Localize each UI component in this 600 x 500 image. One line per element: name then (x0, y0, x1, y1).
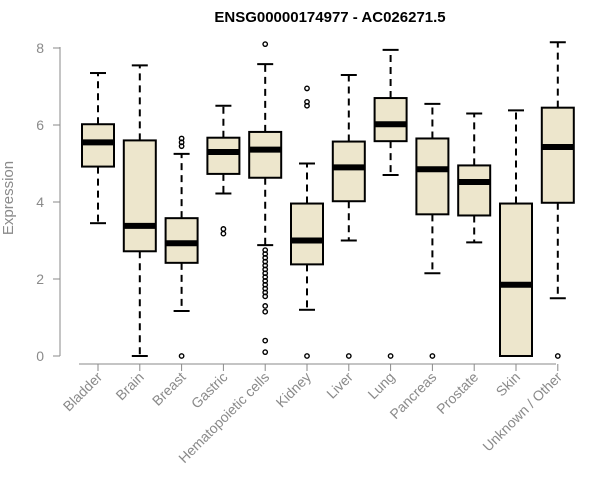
box-gastric (206, 104, 241, 237)
outlier-point (304, 99, 310, 105)
outlier-point (262, 308, 269, 315)
box-series (81, 41, 575, 359)
outlier-point (429, 353, 436, 359)
x-tick-label: Prostate (433, 369, 481, 417)
iqr-box (457, 164, 492, 217)
x-tick-label: Unknown / Other (479, 369, 565, 455)
x-tick-label: Breast (149, 369, 189, 409)
x-tick-label: Liver (323, 369, 356, 402)
outlier-point (178, 135, 185, 142)
x-tick-label: Bladder (60, 369, 106, 415)
outlier-point (262, 247, 269, 254)
iqr-box (122, 139, 157, 253)
x-tick-label: Lung (364, 369, 397, 402)
y-tick-label: 4 (36, 194, 44, 210)
outlier-point (554, 353, 561, 359)
outlier-point (220, 226, 227, 232)
iqr-box (290, 202, 324, 266)
y-axis-label: Expression (0, 161, 17, 235)
box-skin (499, 109, 533, 357)
box-brain (122, 64, 157, 357)
iqr-box (415, 137, 450, 216)
x-tick-label: Skin (493, 369, 524, 400)
outlier-point (262, 337, 269, 344)
iqr-box (499, 202, 533, 357)
iqr-box (373, 97, 408, 143)
outlier-point (262, 349, 269, 356)
box-hematopoietic-cells (248, 41, 283, 356)
iqr-box (331, 140, 366, 203)
outlier-point (345, 353, 352, 359)
y-tick-label: 2 (36, 271, 44, 287)
outlier-point (304, 353, 310, 359)
y-tick-label: 8 (36, 40, 44, 56)
box-liver (331, 73, 366, 359)
iqr-box (81, 123, 115, 168)
x-tick-label: Brain (112, 369, 146, 403)
box-unknown-other (540, 41, 575, 359)
x-tick-label: Kidney (273, 369, 315, 411)
box-pancreas (415, 102, 450, 359)
y-axis-ticks: 0 2 4 6 8 (36, 40, 60, 364)
outlier-point (178, 353, 185, 359)
iqr-box (540, 106, 575, 204)
box-bladder (81, 72, 115, 225)
outlier-point (304, 85, 310, 92)
box-lung (373, 48, 408, 359)
outlier-point (262, 303, 269, 309)
box-prostate (457, 112, 492, 244)
chart-title: ENSG00000174977 - AC026271.5 (214, 9, 445, 26)
iqr-box (206, 136, 241, 175)
box-kidney (290, 85, 324, 359)
outlier-point (387, 353, 394, 359)
iqr-box (248, 130, 283, 179)
y-tick-label: 6 (36, 117, 44, 133)
y-tick-label: 0 (36, 348, 44, 364)
outlier-point (262, 41, 269, 48)
box-breast (164, 135, 199, 359)
outlier-point (220, 230, 227, 237)
